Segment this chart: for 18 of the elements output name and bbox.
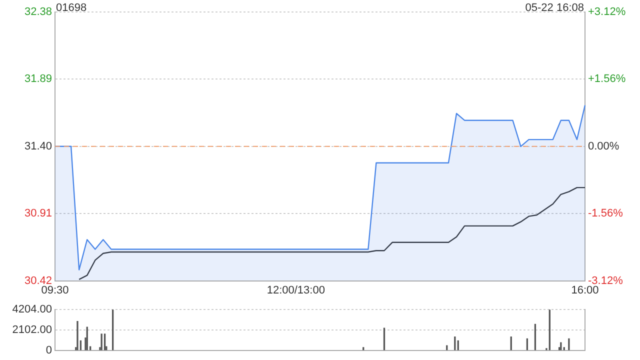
y2-tick-label: 0.00% xyxy=(588,140,620,152)
y-tick-label: 0 xyxy=(46,344,52,356)
chart-title: 01698 xyxy=(56,2,87,14)
y2-tick-label: -1.56% xyxy=(588,208,624,220)
y-tick-label: 30.91 xyxy=(24,208,52,220)
y2-tick-label: +3.12% xyxy=(588,6,626,18)
y2-tick-label: -3.12% xyxy=(588,274,624,287)
x-tick-label: 09:30 xyxy=(41,284,69,296)
y-tick-label: 32.38 xyxy=(24,6,52,18)
y-tick-label: 30.42 xyxy=(24,274,52,287)
x-tick-label: 16:00 xyxy=(571,284,599,296)
annotation: 05-22 16:08 xyxy=(525,2,584,14)
y-tick-label: 31.89 xyxy=(24,73,52,86)
y2-tick-label: +1.56% xyxy=(588,73,626,86)
y-tick-label: 2102.00 xyxy=(12,324,52,336)
x-tick-label: 12:00/13:00 xyxy=(266,284,325,296)
y-tick-label: 31.40 xyxy=(24,140,52,152)
y-tick-label: 4204.00 xyxy=(12,304,52,316)
